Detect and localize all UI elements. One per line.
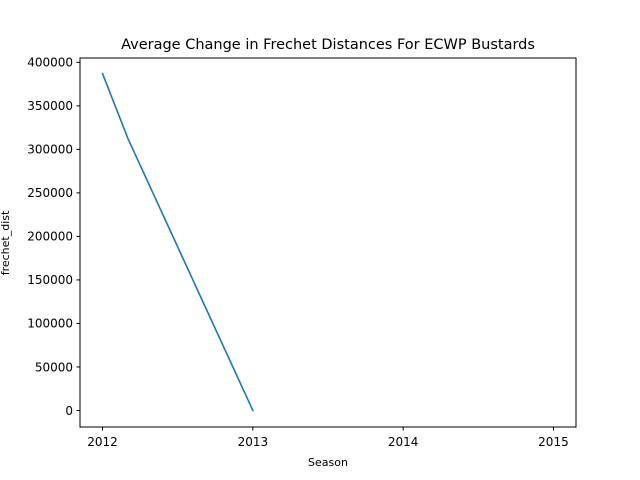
chart-title: Average Change in Frechet Distances For … — [121, 37, 535, 53]
x-tick-label: 2014 — [388, 435, 419, 449]
y-tick-label: 250000 — [27, 186, 73, 200]
y-tick-label: 150000 — [27, 273, 73, 287]
y-tick-label: 350000 — [27, 99, 73, 113]
y-tick-label: 400000 — [27, 56, 73, 70]
series-line — [101, 72, 254, 412]
y-tick-label: 0 — [65, 404, 73, 418]
x-tick-label: 2013 — [238, 435, 269, 449]
x-tick-label: 2012 — [87, 435, 118, 449]
x-axis-label: Season — [308, 456, 348, 469]
y-tick-label: 100000 — [27, 317, 73, 331]
x-tick-label: 2015 — [538, 435, 569, 449]
plot-area — [79, 57, 577, 428]
series-layer — [101, 72, 254, 412]
x-axis: 2012 2013 2014 2015 — [87, 427, 569, 449]
y-tick-label: 200000 — [27, 230, 73, 244]
y-axis: 0 50000 100000 150000 200000 250000 300000 3500… — [27, 56, 80, 418]
y-tick-label: 300000 — [27, 143, 73, 157]
plot-frame — [79, 57, 577, 428]
y-tick-label: 50000 — [35, 360, 73, 374]
y-axis-label: frechet_dist — [0, 210, 12, 275]
